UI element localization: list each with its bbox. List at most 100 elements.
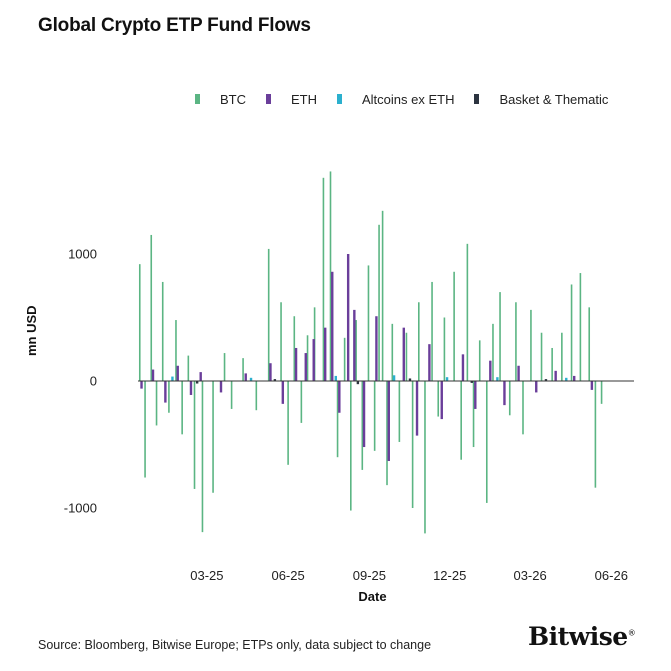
bar-btc-2025-02-10 [168, 381, 170, 413]
x-tick-label: 03-25 [190, 568, 223, 583]
bar-basket-thematic-2026-04-13 [544, 379, 548, 382]
x-tick-label: 03-26 [513, 568, 546, 583]
bar-eth-2025-01-23 [151, 369, 155, 381]
bar-eth-2025-09-01 [346, 254, 350, 381]
bar-eth-2025-03-18 [199, 372, 202, 381]
legend-item-eth: ETH [266, 92, 317, 107]
chart-legend: BTC ETH Altcoins ex ETH Basket & Themati… [195, 90, 635, 108]
bar-btc-2026-03-18 [522, 381, 524, 435]
bar-btc-2026-03-27 [530, 309, 532, 381]
bar-btc-2026-01-28 [478, 340, 481, 381]
bar-btc-2025-07-02 [293, 316, 296, 381]
bar-basket-thematic-2025-09-12 [356, 381, 360, 385]
bar-eth-2025-07-15 [304, 353, 307, 381]
bar-btc-2025-06-03 [267, 248, 270, 381]
bar-btc-2025-08-20 [336, 381, 339, 458]
bar-altcoins-ex-eth-2026-05-06 [565, 377, 568, 381]
bar-btc-2025-05-20 [255, 381, 258, 411]
bar-btc-2025-06-17 [280, 302, 282, 381]
bar-btc-2025-10-29 [398, 381, 401, 442]
legend-swatch-basket [474, 94, 480, 104]
x-tick-label: 09-25 [353, 568, 386, 583]
legend-swatch-eth [266, 94, 271, 104]
bar-btc-2025-01-08 [138, 264, 141, 381]
bar-btc-2026-01-21 [472, 381, 475, 448]
bar-eth-2026-01-09 [461, 354, 465, 381]
bar-btc-2025-10-06 [378, 224, 380, 381]
bar-eth-2026-04-24 [554, 370, 557, 381]
bar-btc-2026-02-05 [485, 381, 488, 503]
bar-eth-2025-10-17 [387, 381, 390, 462]
legend-item-btc: BTC [195, 92, 246, 107]
bar-btc-2025-06-25 [287, 381, 289, 465]
bar-btc-2025-08-04 [322, 177, 325, 381]
bar-eth-2025-03-07 [189, 381, 193, 395]
bar-btc-2025-03-04 [187, 355, 190, 381]
bar-eth-2026-03-13 [517, 365, 520, 381]
bar-btc-2026-04-20 [551, 347, 553, 381]
y-axis-label: mn USD [24, 305, 39, 356]
bar-eth-2026-04-02 [535, 381, 538, 393]
bar-btc-2025-02-03 [161, 281, 164, 381]
bar-eth-2025-04-10 [219, 381, 223, 393]
source-note: Source: Bloomberg, Bitwise Europe; ETPs … [38, 638, 432, 652]
bars-layer [138, 171, 603, 534]
x-tick-label: 06-25 [271, 568, 304, 583]
bar-btc-2025-10-15 [386, 381, 388, 486]
bar-btc-2026-03-03 [508, 381, 511, 416]
chart-title: Global Crypto ETP Fund Flows [38, 15, 311, 36]
bar-btc-2026-05-01 [561, 332, 563, 381]
legend-label-altcoins: Altcoins ex ETH [362, 91, 455, 107]
bar-btc-2025-10-01 [373, 381, 376, 451]
bar-btc-2025-11-13 [411, 381, 414, 508]
bar-basket-thematic-2025-03-14 [195, 381, 199, 384]
bar-btc-2026-02-12 [492, 323, 494, 381]
bar-altcoins-ex-eth-2026-02-17 [496, 377, 499, 381]
bar-eth-2025-08-22 [338, 381, 341, 413]
bar-btc-2026-06-01 [588, 307, 591, 381]
bar-eth-2026-06-04 [590, 381, 594, 390]
bar-btc-2025-01-27 [155, 381, 158, 426]
bar-eth-2025-07-24 [312, 339, 315, 381]
bar-eth-2025-11-18 [415, 381, 419, 436]
bar-eth-2025-12-16 [440, 381, 443, 420]
bar-btc-2026-04-08 [540, 332, 543, 381]
bar-btc-2025-07-17 [306, 335, 309, 381]
bitwise-logo: Bitwise® [528, 622, 636, 651]
bar-altcoins-ex-eth-2025-05-14 [249, 377, 253, 381]
bar-btc-2025-04-22 [230, 381, 233, 409]
bar-basket-thematic-2025-06-10 [273, 379, 277, 382]
bar-btc-2025-10-21 [391, 323, 394, 381]
legend-label-btc: BTC [220, 91, 246, 107]
bar-btc-2025-08-12 [329, 171, 332, 381]
bar-btc-2025-12-12 [437, 381, 440, 417]
bar-btc-2025-04-01 [212, 381, 214, 493]
y-tick-label: -1000 [64, 501, 97, 516]
bar-altcoins-ex-eth-2025-08-18 [334, 375, 337, 381]
bar-basket-thematic-2026-01-19 [470, 381, 473, 383]
legend-label-basket: Basket & Thematic [499, 91, 609, 107]
bar-eth-2025-05-08 [244, 373, 247, 381]
bar-btc-2025-11-27 [424, 381, 426, 534]
bar-btc-2026-05-22 [579, 273, 582, 381]
bar-eth-2025-11-03 [402, 327, 405, 381]
bar-eth-2026-02-25 [503, 381, 506, 406]
x-axis-label: Date [358, 589, 387, 604]
bar-btc-2025-09-24 [367, 265, 370, 381]
bar-btc-2025-03-20 [201, 381, 204, 533]
bar-eth-2025-08-06 [324, 327, 327, 381]
legend-swatch-btc [195, 94, 200, 104]
bar-btc-2026-01-07 [460, 381, 462, 460]
bar-eth-2025-06-19 [281, 381, 285, 404]
bar-btc-2026-05-12 [570, 284, 573, 381]
bar-btc-2025-12-19 [443, 317, 446, 381]
bar-altcoins-ex-eth-2025-10-23 [392, 375, 396, 381]
bar-btc-2025-03-11 [193, 381, 196, 489]
bar-eth-2026-01-23 [474, 381, 477, 409]
bar-eth-2025-02-06 [164, 381, 167, 403]
legend-item-altcoins: Altcoins ex ETH [337, 92, 454, 107]
legend-label-eth: ETH [291, 91, 317, 107]
legend-swatch-altcoins [337, 94, 342, 104]
legend-item-basket: Basket & Thematic [474, 92, 608, 107]
bar-btc-2025-01-14 [144, 381, 146, 478]
